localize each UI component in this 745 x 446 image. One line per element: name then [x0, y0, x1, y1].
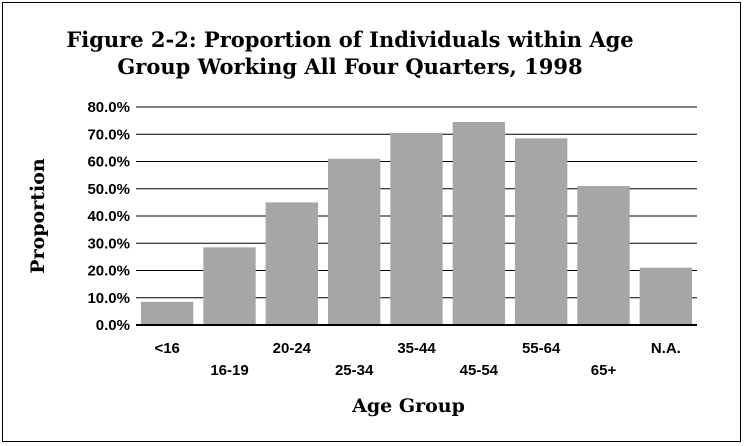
y-tick-label: 0.0%	[96, 317, 130, 334]
x-tick-label: N.A.	[651, 340, 681, 357]
bar	[452, 121, 506, 325]
bar	[577, 186, 630, 325]
y-tick-label: 60.0%	[87, 154, 130, 171]
bar	[265, 202, 319, 325]
y-tick-label: 70.0%	[87, 126, 130, 143]
x-tick-label: 35-44	[397, 340, 436, 357]
x-tick-label: 55-64	[522, 340, 561, 357]
y-tick-label: 40.0%	[87, 208, 130, 225]
bar	[203, 247, 256, 325]
x-axis-title: Age Group	[351, 395, 465, 417]
x-tick-labels: <16 16-19 20-24 25-34 35-44 45-54 55-64 65+ N.A.	[154, 340, 680, 379]
bar	[140, 301, 194, 325]
chart-title: Figure 2-2: Proportion of Individuals wi…	[0, 26, 700, 80]
y-tick-label: 10.0%	[87, 290, 130, 307]
y-tick-labels: 0.0% 10.0% 20.0% 30.0% 40.0% 50.0% 60.0% 70.0% 8…	[87, 99, 130, 334]
x-tick-label: <16	[154, 340, 179, 357]
bar	[514, 138, 568, 325]
bar	[327, 158, 381, 325]
y-axis-title: Proportion	[27, 158, 49, 274]
chart-title-line-1: Figure 2-2: Proportion of Individuals wi…	[66, 27, 634, 52]
bar	[390, 132, 443, 325]
chart-title-line-2: Group Working All Four Quarters, 1998	[117, 54, 583, 79]
y-tick-label: 50.0%	[87, 181, 130, 198]
y-tick-label: 80.0%	[87, 99, 130, 116]
y-tick-label: 20.0%	[87, 263, 130, 280]
bars	[140, 121, 693, 325]
x-tick-label: 16-19	[210, 362, 248, 379]
y-tick-label: 30.0%	[87, 235, 130, 252]
x-tick-label: 45-54	[460, 362, 499, 379]
x-tick-label: 20-24	[273, 340, 312, 357]
x-tick-label: 65+	[591, 362, 617, 379]
x-tick-label: 25-34	[335, 362, 374, 379]
bar	[639, 267, 693, 325]
